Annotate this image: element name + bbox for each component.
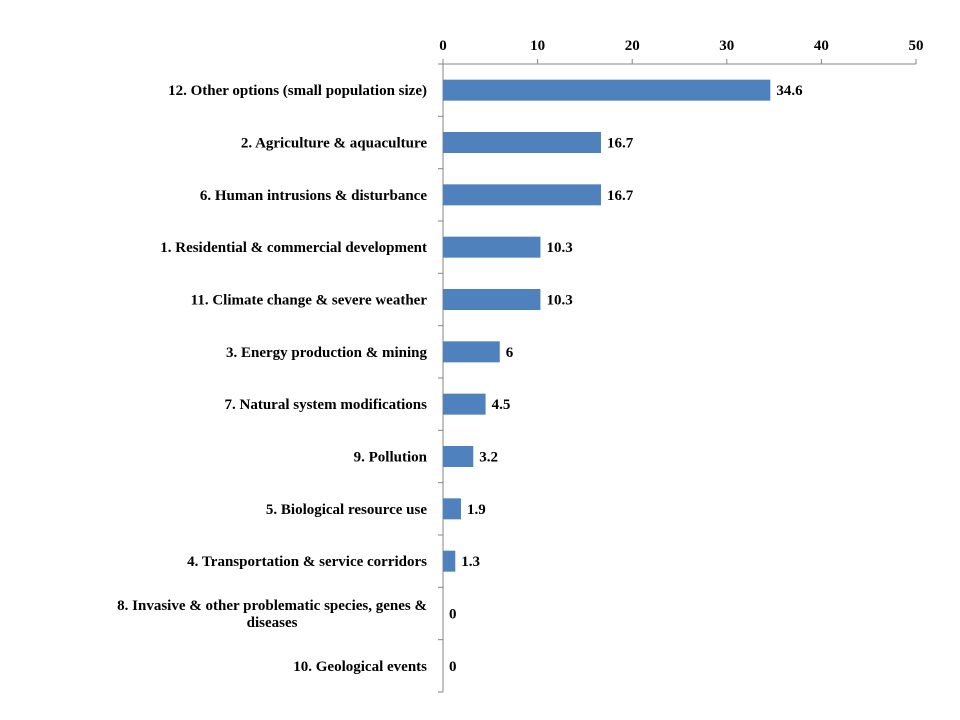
data-label: 0 [449, 659, 457, 675]
x-tick-label: 50 [909, 38, 924, 54]
category-label: diseases [247, 615, 298, 631]
x-tick-label: 20 [625, 38, 640, 54]
data-label: 4.5 [492, 397, 511, 413]
x-tick-label: 0 [439, 38, 447, 54]
bar [443, 446, 474, 467]
x-tick-label: 30 [719, 38, 734, 54]
category-label: 11. Climate change & severe weather [191, 293, 428, 309]
bar [443, 79, 771, 101]
label-layer: 34.6 12. Other options (small population … [117, 83, 803, 675]
data-label: 6 [506, 345, 514, 361]
bar [443, 550, 456, 572]
category-label: 7. Natural system modifications [225, 397, 428, 413]
bar [443, 341, 500, 363]
category-label: 12. Other options (small population size… [168, 83, 427, 99]
data-label: 3.2 [479, 450, 498, 466]
category-label: 2. Agriculture & aquaculture [241, 136, 427, 152]
category-label: 6. Human intrusions & disturbance [200, 188, 427, 204]
data-label: 34.6 [776, 83, 803, 99]
bar [443, 132, 601, 153]
category-label: 3. Energy production & mining [226, 345, 427, 361]
bar-layer [443, 79, 771, 572]
axis-layer: 0 10 20 30 40 50 [438, 38, 924, 693]
bar [443, 393, 486, 415]
category-label: 10. Geological events [293, 659, 427, 675]
category-label: 9. Pollution [354, 450, 428, 466]
bar [443, 498, 461, 520]
data-label: 0 [449, 607, 457, 623]
category-label: 5. Biological resource use [266, 502, 427, 518]
x-tick-label: 10 [530, 38, 545, 54]
data-label: 16.7 [607, 188, 634, 204]
bar [443, 289, 541, 310]
category-label: 8. Invasive & other problematic species,… [117, 598, 427, 614]
data-label: 1.9 [467, 502, 486, 518]
data-label: 10.3 [546, 293, 572, 309]
x-tick-label: 40 [814, 38, 829, 54]
data-label: 10.3 [546, 240, 572, 256]
category-label: 1. Residential & commercial development [160, 240, 427, 256]
data-label: 16.7 [607, 136, 634, 152]
bar [443, 236, 541, 258]
bar [443, 184, 601, 206]
category-label: 4. Transportation & service corridors [187, 554, 427, 570]
data-label: 1.3 [461, 554, 480, 570]
